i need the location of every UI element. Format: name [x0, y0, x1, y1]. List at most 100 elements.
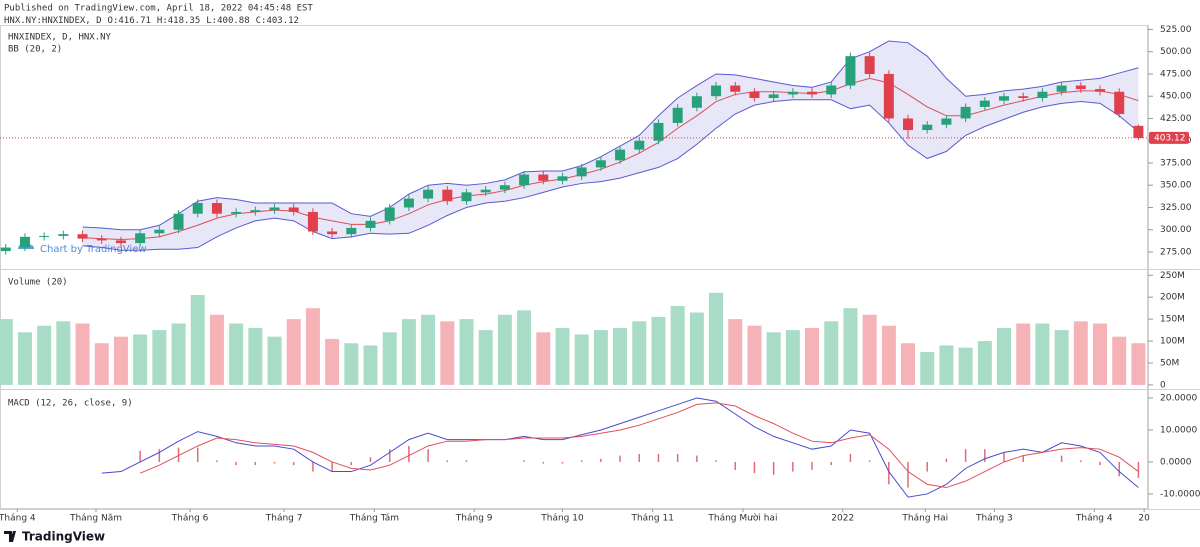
volume-bar: [881, 325, 896, 385]
volume-bar: [421, 314, 436, 385]
candle-body: [58, 234, 69, 236]
candle-body: [787, 91, 798, 95]
symbol-line: HNX.NY:HNXINDEX, D O:416.71 H:418.35 L:400.…: [4, 16, 299, 26]
pane-title: Volume (20): [8, 278, 68, 288]
candle-body: [941, 118, 952, 125]
pane-title: HNXINDEX, D, HNX.NY: [8, 33, 112, 43]
candle-body: [1133, 125, 1144, 138]
candle-body: [999, 96, 1010, 101]
macd-line-1: [139, 402, 1139, 489]
y-tick-label: 325.00: [1160, 203, 1192, 213]
watermark-text: Chart by TradingView: [40, 244, 147, 255]
x-tick-label: Tháng 6: [171, 514, 209, 524]
symbol: HNX.NY:HNXINDEX, D: [4, 16, 102, 26]
y-tick-label: 475.00: [1160, 69, 1192, 79]
volume-bar: [440, 321, 455, 385]
volume-bar: [56, 321, 71, 385]
candle-body: [19, 236, 30, 248]
y-tick-label: 50M: [1160, 358, 1179, 368]
volume-bar: [363, 345, 378, 385]
candle-body: [749, 91, 760, 98]
candle-body: [173, 213, 184, 230]
volume-bar: [574, 334, 589, 385]
ohlc-value: 416.71: [118, 16, 151, 26]
volume-bar: [728, 319, 743, 385]
candle-body: [826, 85, 837, 95]
volume-bar: [709, 292, 724, 385]
y-tick-label: 450.00: [1160, 92, 1192, 102]
x-tick-label: Tháng 4: [1075, 514, 1113, 524]
candle-body: [327, 231, 338, 235]
volume-bar: [0, 319, 13, 385]
ohlc-value: 418.35: [168, 16, 201, 26]
volume-bar: [920, 352, 935, 385]
candle-body: [845, 56, 856, 86]
candle-body: [192, 203, 203, 214]
pane-title: MACD (12, 26, close, 9): [8, 399, 133, 409]
y-tick-label: 20.0000: [1160, 394, 1197, 404]
volume-bar: [824, 321, 839, 385]
x-tick-label: Tháng Mười hai: [707, 513, 777, 524]
x-tick-label: Tháng 7: [265, 514, 303, 524]
volume-bar: [689, 312, 704, 385]
candle-body: [595, 160, 606, 168]
x-tick-label: Tháng 10: [540, 514, 584, 524]
candle-body: [1018, 96, 1029, 98]
volume-bar: [1016, 323, 1031, 385]
candle-body: [39, 235, 50, 237]
volume-bar: [670, 305, 685, 385]
volume-bar: [133, 334, 148, 385]
candle-body: [979, 100, 990, 107]
candle-body: [1114, 91, 1125, 115]
volume-bar: [1093, 323, 1108, 385]
candle-body: [883, 73, 894, 119]
volume-bar: [75, 323, 90, 385]
volume-bar: [536, 332, 551, 385]
volume-bar: [997, 327, 1012, 385]
candle-body: [499, 185, 510, 190]
volume-bar: [248, 327, 263, 385]
last-price-box: [1149, 131, 1189, 144]
macd-line-0: [101, 397, 1139, 498]
volume-bar: [286, 319, 301, 385]
y-tick-label: 200M: [1160, 293, 1185, 303]
candle-body: [1056, 85, 1067, 92]
candle-body: [1095, 89, 1106, 92]
volume-bar: [1112, 336, 1127, 385]
volume-bar: [171, 323, 186, 385]
y-tick-label: 0: [1160, 380, 1166, 390]
candle-body: [615, 149, 626, 161]
candle-body: [135, 233, 146, 244]
candle-body: [115, 240, 126, 244]
volume-bar: [766, 332, 781, 385]
x-tick-label: Tháng Hai: [901, 514, 948, 524]
volume-bar: [459, 319, 474, 385]
volume-bar: [977, 341, 992, 385]
volume-bar: [325, 338, 340, 385]
candle-body: [960, 106, 971, 119]
candle-body: [423, 189, 434, 199]
ohlc-value: 400.88: [217, 16, 250, 26]
y-tick-label: 525.00: [1160, 25, 1192, 35]
candle-body: [807, 91, 818, 95]
brand: TradingView: [4, 530, 105, 544]
candle-body: [96, 238, 107, 241]
candle-body: [634, 140, 645, 150]
candle-body: [269, 207, 280, 211]
volume-bar: [651, 316, 666, 385]
candle-body: [864, 56, 875, 74]
candle-body: [691, 96, 702, 108]
ohlc-label: L:: [206, 16, 217, 26]
volume-bar: [747, 325, 762, 385]
candle-body: [288, 207, 299, 212]
volume-bar: [939, 345, 954, 385]
ohlc-label: O:: [108, 16, 119, 26]
candle-body: [557, 176, 568, 181]
volume-bar: [901, 343, 916, 385]
volume-bar: [1131, 343, 1146, 385]
volume-bar: [843, 308, 858, 385]
y-tick-label: 275.00: [1160, 247, 1192, 257]
volume-bar: [805, 327, 820, 385]
volume-bar: [401, 319, 416, 385]
